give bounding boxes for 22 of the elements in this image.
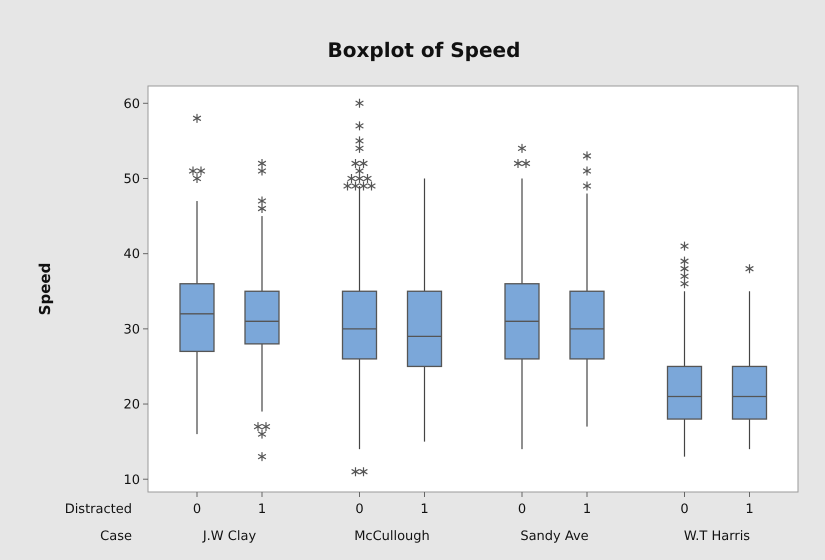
- y-tick-label: 50: [123, 172, 140, 188]
- text: J.W Clay: [202, 529, 256, 544]
- x-tick-label: 1: [420, 502, 429, 517]
- x-tick-label: 1: [745, 502, 754, 517]
- chart-title: Boxplot of Speed: [328, 38, 520, 62]
- text: Case: [100, 529, 132, 544]
- text: McCullough: [354, 529, 430, 544]
- text: W.T Harris: [684, 529, 750, 544]
- x-tick-label: 1: [582, 502, 592, 517]
- text: Distracted: [64, 502, 132, 517]
- y-tick-label: 60: [123, 96, 140, 112]
- y-axis-title: Speed: [36, 262, 54, 316]
- y-tick-label: 10: [123, 472, 140, 488]
- x-tick-label: 0: [680, 502, 689, 517]
- text: Sandy Ave: [520, 529, 589, 544]
- x-tick-label: 0: [355, 502, 364, 517]
- y-tick-label: 40: [123, 247, 140, 262]
- y-tick-label: 30: [123, 322, 140, 338]
- x-tick-label: 1: [258, 502, 266, 517]
- y-tick-label: 20: [123, 398, 140, 413]
- x-tick-label: 0: [518, 502, 526, 517]
- x-tick-label: 0: [192, 502, 202, 517]
